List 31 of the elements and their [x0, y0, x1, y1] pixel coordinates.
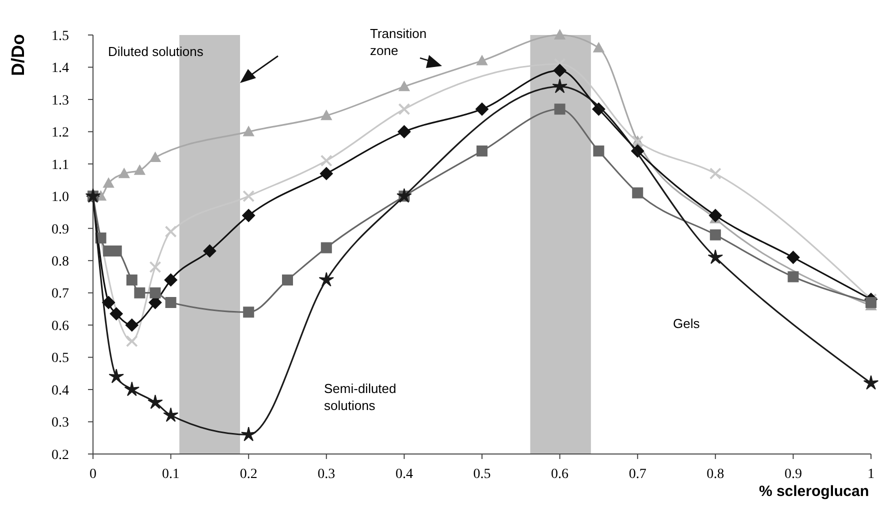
y-tick-label: 1.5: [52, 28, 69, 44]
y-tick-label: 1.3: [52, 93, 69, 108]
y-tick-label: 0.3: [52, 416, 69, 431]
x-tick-label: 0.5: [473, 467, 491, 482]
x-tick-label: 0.1: [162, 467, 180, 482]
y-tick-label: 1.2: [52, 126, 69, 141]
x-tick-label: 0.4: [395, 467, 413, 482]
x-tick-label: 1: [868, 467, 874, 482]
annotation: Transition zone: [370, 26, 427, 58]
x-tick-label: 0.6: [551, 467, 569, 482]
x-axis-title: % scleroglucan: [758, 483, 869, 500]
y-tick-label: 1.1: [52, 158, 69, 173]
y-tick-label: 0.5: [52, 351, 69, 366]
x-tick-label: 0.9: [784, 467, 802, 482]
y-tick-label: 0.6: [52, 318, 69, 334]
y-tick-label: 0.4: [52, 383, 69, 398]
annotation: Gels: [673, 316, 700, 331]
y-tick-label: 0.9: [52, 222, 69, 238]
annotation: Semi-diluted solutions: [324, 381, 396, 413]
y-tick-label: 1.4: [52, 61, 69, 76]
y-tick-label: 0.7: [52, 286, 69, 302]
y-axis-title: D/Do: [8, 34, 28, 76]
x-tick-label: 0: [90, 467, 96, 482]
x-tick-label: 0.7: [628, 467, 646, 482]
annotation: Diluted solutions: [108, 44, 204, 59]
x-tick-label: 0.3: [318, 467, 336, 482]
x-tick-label: 0.8: [706, 467, 724, 482]
x-tick-label: 0.2: [240, 467, 258, 482]
y-tick-label: 0.2: [52, 448, 69, 463]
y-tick-label: 0.8: [52, 254, 69, 270]
y-tick-label: 1.0: [52, 190, 69, 206]
